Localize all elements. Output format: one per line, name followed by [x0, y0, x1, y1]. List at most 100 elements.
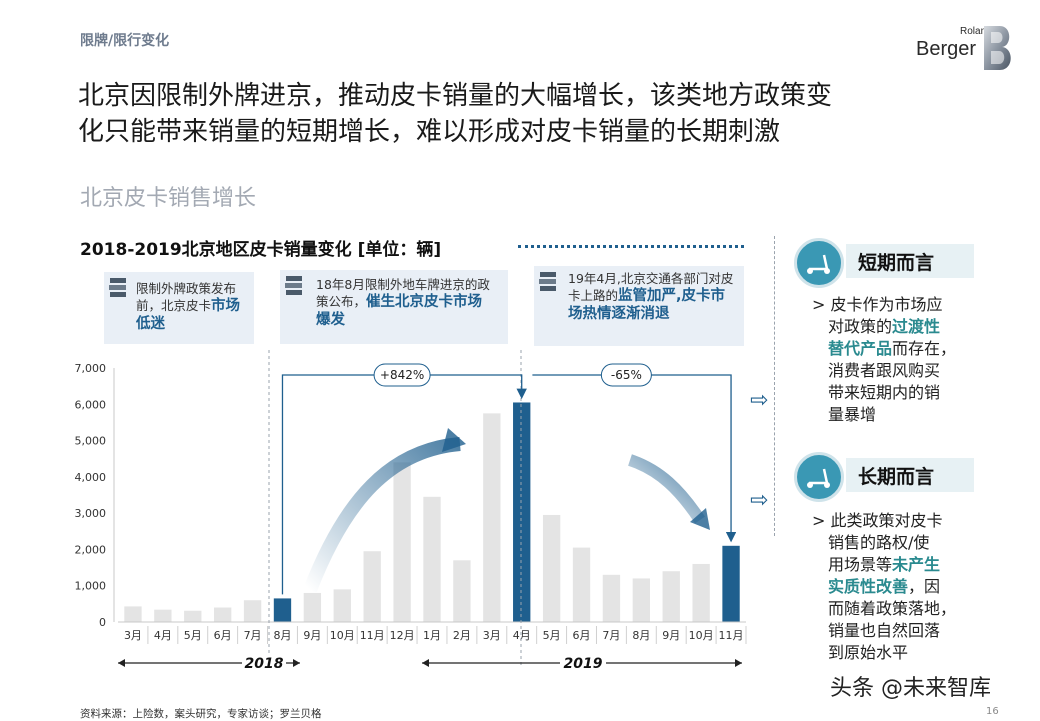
- bar: [303, 592, 322, 622]
- year-2019-range: 2019: [422, 654, 742, 672]
- x-tick-label: 9月: [662, 629, 680, 642]
- short-term-line: 替代产品而存在，: [828, 339, 957, 358]
- bar: [632, 578, 651, 622]
- x-tick-label: 8月: [273, 629, 291, 642]
- x-tick-label: 4月: [513, 629, 531, 642]
- long-term-line: 实质性改善，因: [828, 577, 941, 596]
- scooter-icon: [794, 238, 844, 288]
- note-2-plain: 18年8月限制外地车牌进京的政策公布，: [316, 277, 490, 309]
- x-tick-label: 3月: [124, 629, 142, 642]
- bar: [213, 607, 232, 622]
- books-icon: [539, 272, 556, 291]
- bar: [542, 514, 561, 622]
- note-text-1: 限制外牌政策发布前，北京皮卡市场低迷: [136, 280, 248, 333]
- headline-line-2: 化只能带来销量的短期增长，难以形成对皮卡销量的长期刺激: [78, 117, 781, 147]
- year-2018-label: 2018: [245, 656, 284, 672]
- bar: [572, 547, 591, 622]
- long-term-line: 而随着政策落地，: [828, 599, 957, 618]
- long-term-line: 用场景等未产生: [828, 555, 941, 574]
- long-term-line: 销售的路权/使: [828, 533, 930, 552]
- increase-label: +842%: [380, 368, 424, 382]
- x-tick-label: 6月: [214, 629, 232, 642]
- chart-title: 2018-2019北京地区皮卡销量变化 [单位：辆]: [80, 240, 442, 260]
- note-3-bold: 监管加严,皮卡市场热情逐渐消退: [568, 288, 726, 322]
- right-arrow-icon: ⇨: [750, 388, 769, 413]
- x-tick-label: 10月: [689, 629, 714, 642]
- growth-arrowhead-icon: [442, 428, 466, 452]
- bar-highlight: [273, 598, 292, 622]
- short-term-title-box: [846, 244, 974, 278]
- headline: 北京因限制外牌进京，推动皮卡销量的大幅增长，该类地方政策变 化只能带来销量的短期…: [78, 78, 998, 150]
- x-tick-label: 7月: [602, 629, 620, 642]
- y-tick-label: 7,000: [75, 362, 107, 375]
- short-term-line: > 皮卡作为市场应: [812, 295, 943, 314]
- note-box-2: 18年8月限制外地车牌进京的政策公布，催生北京皮卡市场爆发: [280, 270, 508, 344]
- x-tick-label: 9月: [303, 629, 321, 642]
- y-axis: 0 1,000 2,000 3,000 4,000 5,000 6,000 7,000: [75, 362, 115, 629]
- increase-label-pill: +842%: [373, 363, 431, 387]
- y-tick-label: 4,000: [75, 471, 107, 484]
- growth-swoosh-arrow: [303, 437, 461, 593]
- note-1-plain: 限制外牌政策发布前，北京皮卡: [136, 281, 237, 313]
- x-tick-label: 2月: [453, 629, 471, 642]
- y-tick-label: 6,000: [75, 398, 107, 411]
- decrease-label-pill: -65%: [600, 363, 652, 387]
- title-dotted-rule: [518, 245, 744, 248]
- short-term-line: 量暴增: [828, 405, 877, 424]
- x-tick-label: 3月: [483, 629, 501, 642]
- note-box-3: 19年4月,北京交通各部门对皮卡上路的监管加严,皮卡市场热情逐渐消退: [534, 266, 744, 346]
- books-icon: [109, 278, 126, 297]
- long-term-text: > 此类政策对皮卡 销售的路权/使 用场景等未产生 实质性改善，因 而随着政策落…: [812, 510, 992, 664]
- y-tick-label: 0: [99, 616, 106, 629]
- bar: [124, 606, 142, 622]
- x-tick-label: 5月: [184, 629, 202, 642]
- bar: [184, 610, 202, 622]
- long-term-line: 销量也自然回落: [828, 621, 941, 640]
- bar: [333, 589, 351, 622]
- y-tick-label: 1,000: [75, 580, 107, 593]
- sales-bar-chart: 0 1,000 2,000 3,000 4,000 5,000 6,000 7,000 3月 4…: [75, 350, 747, 672]
- breadcrumb: 限牌/限行变化: [80, 33, 170, 49]
- decline-swoosh-arrow: [627, 454, 705, 524]
- headline-line-1: 北京因限制外牌进京，推动皮卡销量的大幅增长，该类地方政策变: [78, 81, 833, 111]
- short-term-line: 对政策的过渡性: [828, 317, 941, 336]
- y-tick-label: 5,000: [75, 435, 107, 448]
- x-axis: 3月 4月 5月 6月 7月 8月 9月 10月 11月 12月 1月 2月 3月 4月 5月 6月 7月 8月 9…: [118, 621, 747, 644]
- short-term-title: 短期而言: [858, 252, 935, 274]
- bar: [483, 413, 501, 622]
- short-term-text: > 皮卡作为市场应 对政策的过渡性 替代产品而存在， 消费者跟风购买 带来短期内…: [812, 294, 992, 426]
- x-tick-label: 1月: [423, 629, 441, 642]
- decline-arrowhead-icon: [690, 508, 710, 530]
- bar: [363, 551, 381, 622]
- bar-highlight: [513, 402, 531, 622]
- brand-logo: Roland Berger: [916, 24, 1026, 72]
- x-tick-label: 11月: [360, 629, 385, 642]
- bar: [662, 571, 680, 622]
- page-number: 16: [986, 706, 999, 717]
- note-text-3: 19年4月,北京交通各部门对皮卡上路的监管加严,皮卡市场热情逐渐消退: [568, 270, 736, 323]
- y-tick-label: 2,000: [75, 543, 107, 556]
- note-text-2: 18年8月限制外地车牌进京的政策公布，催生北京皮卡市场爆发: [316, 276, 496, 329]
- x-tick-label: 12月: [390, 629, 415, 642]
- scooter-icon: [794, 452, 844, 502]
- right-arrow-icon: ⇨: [750, 488, 769, 513]
- watermark: 头条 @未来智库: [830, 676, 991, 701]
- decrease-label: -65%: [611, 368, 642, 382]
- year-2019-label: 2019: [564, 656, 603, 672]
- long-term-header: 长期而言: [794, 452, 994, 502]
- panel-divider: [774, 236, 776, 536]
- x-tick-label: 4月: [154, 629, 172, 642]
- x-tick-label: 11月: [719, 629, 744, 642]
- bar-highlight: [722, 545, 740, 622]
- short-term-header: 短期而言: [794, 238, 994, 288]
- x-tick-label: 7月: [244, 629, 262, 642]
- year-2018-range: 2018: [118, 654, 300, 672]
- books-icon: [285, 276, 302, 295]
- long-term-line: > 此类政策对皮卡: [812, 511, 943, 530]
- source-note: 资料来源：上险数，案头研究，专家访谈；罗兰贝格: [80, 708, 322, 720]
- brand-b-icon: [984, 26, 1011, 70]
- bars-group: [124, 402, 740, 622]
- decrease-connector: [532, 374, 737, 543]
- bar: [692, 563, 710, 622]
- bar: [154, 609, 172, 622]
